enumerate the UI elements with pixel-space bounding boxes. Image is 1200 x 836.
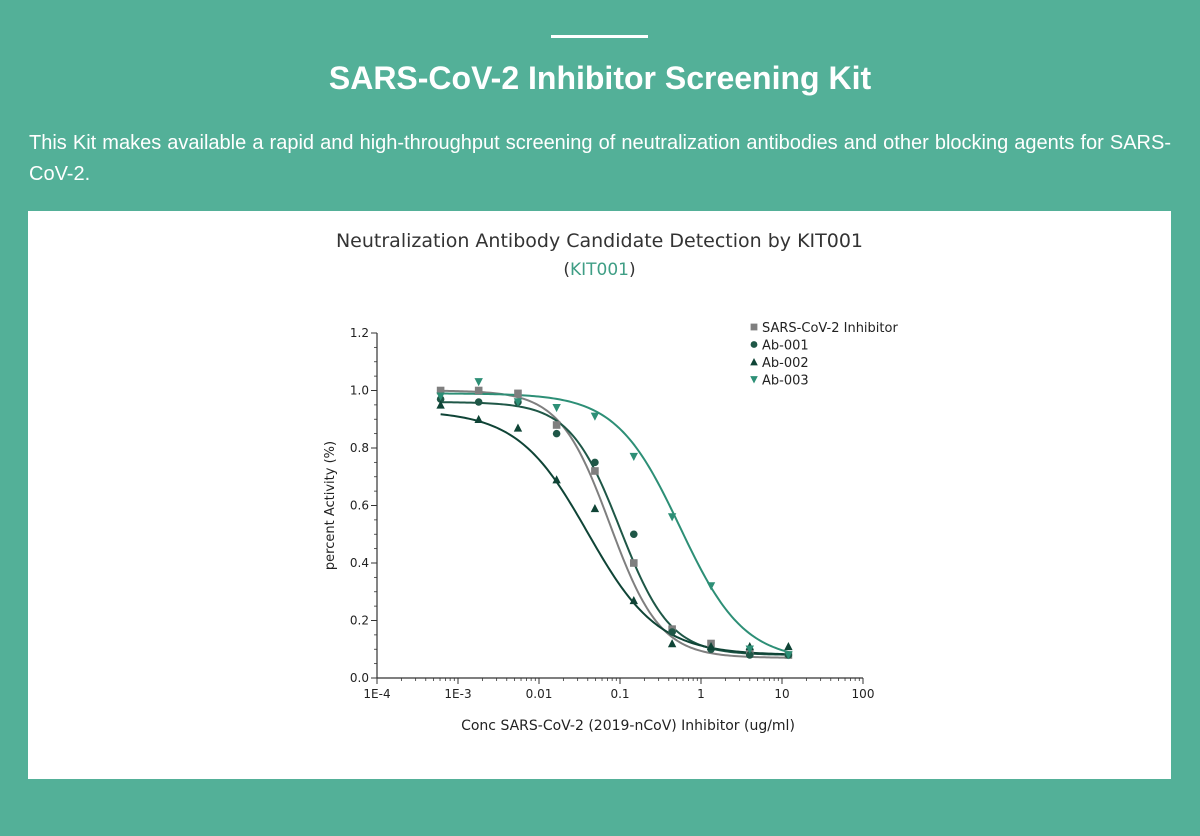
data-point [514, 389, 522, 398]
chart-panel: 0.0 0.2 0.4 0.6 0.8 1.0 1.2 1E-4 1E-3 0.01 0.1 1 10 1… [28, 211, 1171, 779]
legend-label: Ab-001 [762, 339, 809, 354]
data-point [629, 595, 638, 605]
x-tick-label: 10 [774, 687, 789, 701]
data-point [552, 429, 561, 438]
data-point [668, 628, 676, 636]
legend-marker [750, 376, 758, 384]
data-point [591, 467, 599, 475]
fit-curve [440, 389, 789, 659]
legend-label: Ab-003 [762, 374, 809, 389]
legend-label: Ab-002 [762, 356, 809, 371]
dose-response-chart: 0.0 0.2 0.4 0.6 0.8 1.0 1.2 1E-4 1E-3 0.01 0.1 1 10 1… [323, 321, 898, 734]
kit-link[interactable]: KIT001 [570, 260, 629, 280]
subtitle-close-paren: ) [629, 260, 636, 280]
y-tick-label: 1.2 [350, 326, 369, 340]
data-point [513, 423, 523, 432]
fit-curves [440, 389, 789, 659]
data-point [474, 398, 483, 406]
data-points [436, 378, 793, 660]
x-tick-label: 100 [852, 687, 875, 701]
data-point [436, 400, 445, 409]
data-point [590, 412, 600, 421]
page-title: SARS-CoV-2 Inhibitor Screening Kit [328, 60, 872, 96]
x-tick-label: 1E-3 [444, 687, 471, 701]
data-point [784, 641, 793, 651]
legend-marker [750, 358, 758, 366]
data-point [590, 503, 600, 513]
chart-legend: SARS-CoV-2 Inhibitor Ab-001 Ab-002 Ab-003 [750, 321, 898, 389]
legend-label: SARS-CoV-2 Inhibitor [762, 321, 898, 336]
data-point [436, 392, 445, 401]
data-point [629, 559, 638, 567]
chart-title: Neutralization Antibody Candidate Detect… [335, 230, 864, 252]
y-tick-label: 1.0 [350, 384, 369, 398]
data-point [629, 452, 638, 462]
x-tick-label: 0.1 [610, 687, 629, 701]
kit-description: This Kit makes available a rapid and hig… [29, 132, 1171, 185]
chart-axes: 0.0 0.2 0.4 0.6 0.8 1.0 1.2 1E-4 1E-3 0.01 0.1 1 10 1… [323, 326, 874, 734]
chart-subtitle: (KIT001) [28, 260, 1171, 280]
x-tick-label: 1 [697, 687, 705, 701]
data-point [436, 386, 445, 395]
fit-curve [440, 401, 789, 656]
legend-marker [750, 323, 758, 331]
data-point [513, 398, 523, 407]
y-tick-label: 0.2 [350, 614, 369, 628]
legend-marker [750, 341, 758, 348]
header-divider [551, 35, 648, 38]
data-point [629, 530, 638, 539]
data-point [667, 513, 677, 522]
x-axis-title: Conc SARS-CoV-2 (2019-nCoV) Inhibitor (u… [461, 718, 795, 734]
data-point [474, 378, 483, 387]
fit-curve [440, 413, 789, 656]
y-tick-label: 0.6 [350, 499, 369, 513]
fit-curve [440, 392, 789, 654]
data-point [745, 651, 754, 659]
x-tick-label: 1E-4 [363, 687, 390, 701]
data-point [706, 582, 716, 591]
y-tick-label: 0.0 [350, 671, 369, 685]
data-point [552, 403, 561, 413]
data-point [474, 414, 483, 424]
data-point [784, 651, 793, 660]
y-tick-label: 0.4 [350, 556, 369, 570]
data-point [552, 421, 561, 429]
y-tick-label: 0.8 [350, 441, 369, 455]
x-tick-label: 0.01 [526, 687, 553, 701]
y-axis-title: percent Activity (%) [323, 441, 338, 570]
data-point [552, 475, 561, 484]
data-point [706, 641, 716, 651]
subtitle-open-paren: ( [563, 260, 570, 280]
data-point [474, 386, 483, 395]
data-point [667, 639, 677, 648]
data-point [745, 645, 754, 654]
data-point [591, 458, 599, 467]
